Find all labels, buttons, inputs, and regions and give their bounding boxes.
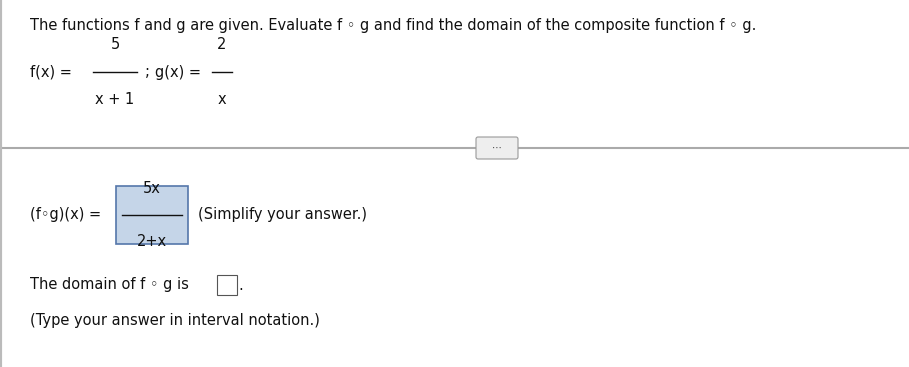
Text: 5: 5	[110, 37, 120, 52]
Text: 2: 2	[217, 37, 226, 52]
Text: 5x: 5x	[143, 181, 161, 196]
Text: x: x	[217, 92, 226, 107]
Text: f(x) =: f(x) =	[30, 65, 72, 80]
Text: The domain of f ◦ g is: The domain of f ◦ g is	[30, 277, 189, 292]
FancyBboxPatch shape	[116, 186, 188, 244]
Text: ⋯: ⋯	[492, 143, 502, 153]
Text: (f◦g)(x) =: (f◦g)(x) =	[30, 207, 101, 222]
Text: (Simplify your answer.): (Simplify your answer.)	[198, 207, 367, 222]
Text: x + 1: x + 1	[95, 92, 135, 107]
Text: 2+x: 2+x	[137, 234, 167, 249]
Text: (Type your answer in interval notation.): (Type your answer in interval notation.)	[30, 312, 320, 327]
Text: .: .	[238, 277, 243, 292]
FancyBboxPatch shape	[217, 275, 237, 295]
FancyBboxPatch shape	[476, 137, 518, 159]
Text: g(x) =: g(x) =	[155, 65, 201, 80]
Text: The functions f and g are given. Evaluate f ◦ g and find the domain of the compo: The functions f and g are given. Evaluat…	[30, 18, 756, 33]
Text: ;: ;	[145, 65, 150, 80]
